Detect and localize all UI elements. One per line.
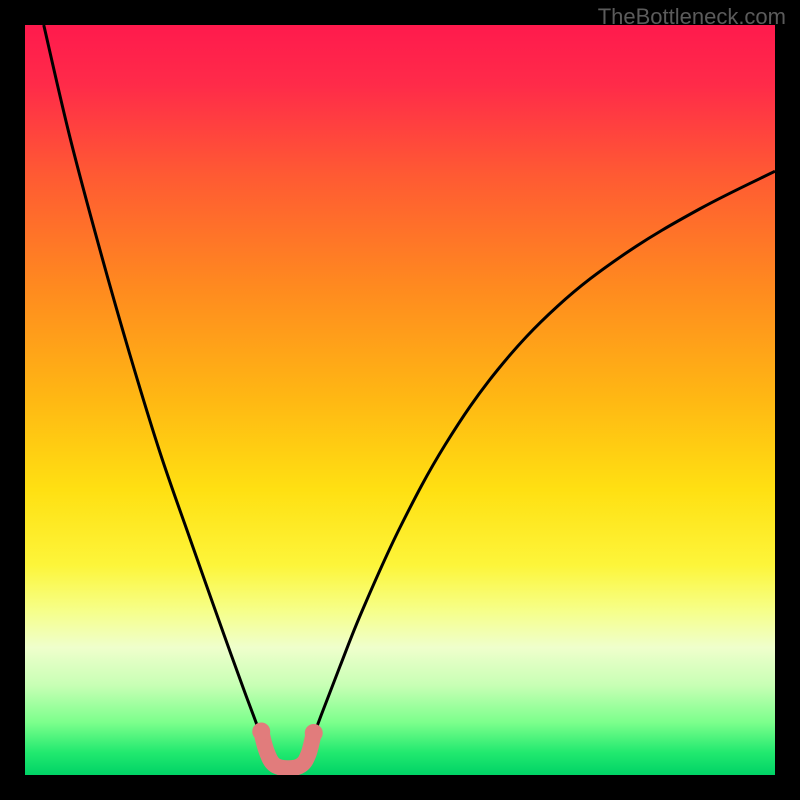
chart-svg — [25, 25, 775, 775]
watermark-text: TheBottleneck.com — [598, 4, 786, 30]
gradient-background — [25, 25, 775, 775]
plot-area — [25, 25, 775, 775]
